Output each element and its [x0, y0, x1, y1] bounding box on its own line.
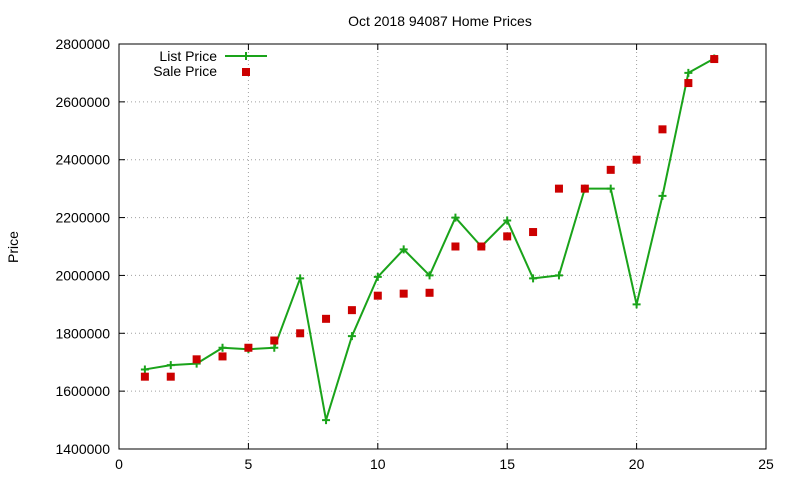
sale-price-marker [296, 329, 305, 338]
sale-price-marker [684, 79, 693, 88]
sale-price-marker [425, 288, 434, 297]
list-price-marker [322, 416, 331, 425]
list-price-marker [425, 271, 434, 280]
list-price-marker [399, 245, 408, 254]
list-price-marker [684, 68, 693, 77]
sale-price-marker [632, 155, 641, 164]
list-price-marker [140, 365, 149, 374]
sale-price-marker [218, 352, 227, 361]
x-tick-label: 0 [115, 456, 123, 472]
sale-price-marker [580, 184, 589, 193]
y-tick-label: 1600000 [55, 383, 110, 399]
legend-label-sale-price: Sale Price [153, 63, 217, 79]
sale-price-marker [347, 306, 356, 315]
y-axis-label: Price [5, 231, 21, 263]
y-tick-label: 1400000 [55, 441, 110, 457]
list-price-marker [270, 343, 279, 352]
axis-ticks: 0 5 10 15 20 25 1400000 1600000 1800000 2000000 22… [55, 36, 774, 472]
x-tick-label: 25 [758, 456, 774, 472]
sale-price-marker [166, 372, 175, 381]
list-price-marker [554, 271, 563, 280]
y-tick-label: 2800000 [55, 36, 110, 52]
x-tick-label: 5 [245, 456, 253, 472]
sale-price-marker [658, 125, 667, 134]
legend-marker-sale-price [242, 68, 250, 76]
sale-price-marker [270, 336, 279, 345]
sale-price-marker [322, 314, 331, 323]
sale-price-marker [451, 242, 460, 251]
sale-price-marker [140, 372, 149, 381]
sale-price-marker [554, 184, 563, 193]
list-price-marker [503, 216, 512, 225]
y-tick-label: 2400000 [55, 152, 110, 168]
chart-title: Oct 2018 94087 Home Prices [348, 13, 532, 29]
list-price-marker [218, 343, 227, 352]
legend: List Price Sale Price [153, 48, 267, 79]
list-price-marker [658, 191, 667, 200]
sale-price-marker [477, 242, 486, 251]
series-layer [140, 54, 719, 425]
sale-price-marker [373, 291, 382, 300]
list-price-marker [166, 361, 175, 370]
y-tick-label: 2200000 [55, 210, 110, 226]
x-tick-label: 15 [499, 456, 515, 472]
y-tick-label: 2000000 [55, 267, 110, 283]
legend-label-list-price: List Price [159, 48, 217, 64]
sale-price-marker [399, 289, 408, 298]
y-tick-label: 1800000 [55, 325, 110, 341]
list-price-marker [632, 300, 641, 309]
sale-price-marker [503, 232, 512, 241]
list-price-marker [606, 184, 615, 193]
legend-marker-list-price [242, 52, 250, 60]
x-tick-label: 20 [629, 456, 645, 472]
sale-price-marker [192, 355, 201, 364]
list-price-marker [529, 274, 538, 283]
sale-price-marker [244, 343, 253, 352]
x-tick-label: 10 [370, 456, 386, 472]
sale-price-marker [606, 165, 615, 174]
plot-area-border [118, 43, 767, 450]
sale-price-marker [710, 55, 719, 64]
sale-price-marker [529, 228, 538, 237]
list-price-marker [373, 272, 382, 281]
list-price-marker [296, 274, 305, 283]
list-price-marker [347, 332, 356, 341]
list-price-marker [451, 213, 460, 222]
y-tick-label: 2600000 [55, 94, 110, 110]
list-price-line [144, 57, 715, 422]
